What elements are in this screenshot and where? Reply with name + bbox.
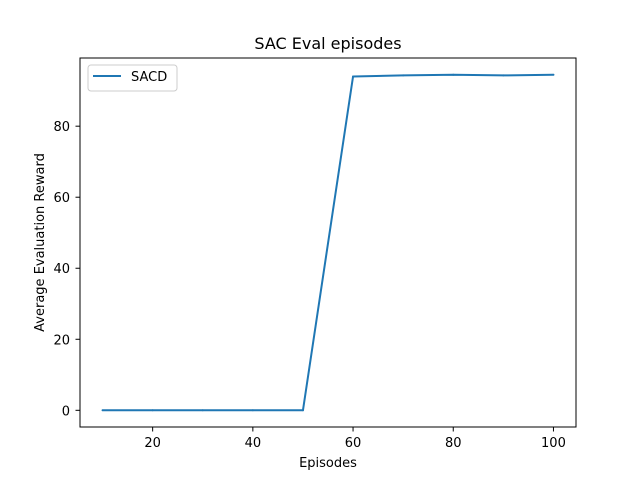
data-point [251, 409, 254, 412]
x-tick-label: 80 [445, 436, 462, 451]
y-tick-label: 60 [53, 191, 70, 206]
data-point [502, 74, 505, 77]
data-point [352, 75, 355, 78]
x-tick-label: 60 [345, 436, 362, 451]
legend: SACD [87, 64, 178, 92]
x-axis-label: Episodes [299, 456, 357, 471]
y-tick-label: 20 [53, 333, 70, 348]
chart-title: SAC Eval episodes [254, 34, 401, 53]
y-tick-label: 40 [53, 262, 70, 277]
data-point [402, 74, 405, 77]
x-tick-label: 20 [144, 436, 161, 451]
ticks-layer: 20 40 60 80 100 0 20 40 60 80 [53, 120, 565, 451]
data-point [101, 409, 104, 412]
data-point [552, 73, 555, 76]
y-axis-label: Average Evaluation Reward [33, 153, 48, 332]
x-tick-label: 40 [245, 436, 262, 451]
data-point [151, 409, 154, 412]
series-line-sacd [102, 73, 554, 412]
y-tick-label: 80 [53, 120, 70, 135]
y-tick-label: 0 [62, 404, 70, 419]
data-point [201, 409, 204, 412]
axes-frame [79, 57, 577, 428]
legend-label-sacd: SACD [131, 70, 167, 85]
data-point [301, 409, 304, 412]
series-layer [101, 73, 555, 412]
legend-box [87, 64, 178, 92]
x-tick-label: 100 [541, 436, 566, 451]
data-point [452, 73, 455, 76]
